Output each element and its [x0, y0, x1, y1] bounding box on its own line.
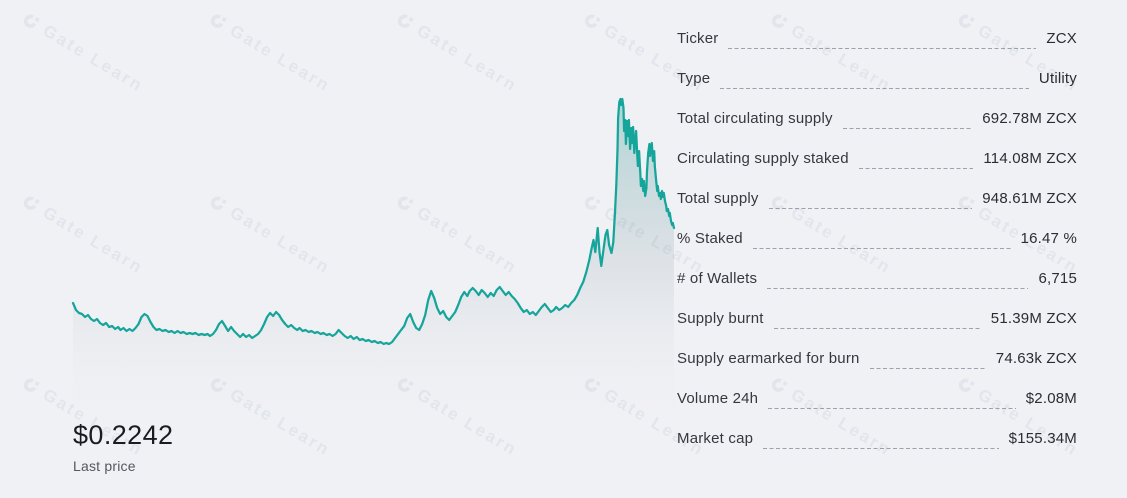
stat-label: % Staked [677, 229, 743, 247]
stat-label: Type [677, 69, 711, 87]
dotted-leader [720, 87, 1029, 89]
stat-value: 51.39M ZCX [990, 309, 1077, 327]
last-price-label: Last price [73, 458, 136, 474]
dotted-leader [773, 327, 981, 329]
stat-value: 74.63k ZCX [995, 349, 1077, 367]
stat-label: Supply earmarked for burn [677, 349, 860, 367]
stat-label: Total circulating supply [677, 109, 833, 127]
dotted-leader [858, 167, 974, 169]
dotted-leader [767, 287, 1029, 289]
price-area-fill [73, 99, 674, 432]
stat-value: 6,715 [1038, 269, 1077, 287]
stat-label: Volume 24h [677, 389, 759, 407]
stat-value: 16.47 % [1020, 229, 1077, 247]
stat-value: 948.61M ZCX [982, 189, 1077, 207]
stat-value: ZCX [1046, 29, 1077, 47]
stat-label: Ticker [677, 29, 719, 47]
stat-value: 114.08M ZCX [983, 149, 1077, 167]
stat-row-total-circulating-supply: Total circulating supply 692.78M ZCX [677, 98, 1077, 138]
stat-value: $155.34M [1008, 429, 1077, 447]
stat-row-wallets: # of Wallets 6,715 [677, 258, 1077, 298]
stat-row-type: Type Utility [677, 58, 1077, 98]
dotted-leader [763, 447, 999, 449]
stats-list: Ticker ZCX Type Utility Total circulatin… [677, 18, 1077, 458]
last-price-value: $0.2242 [73, 420, 174, 450]
stat-label: Circulating supply staked [677, 149, 849, 167]
stat-value: 692.78M ZCX [982, 109, 1077, 127]
stat-value: $2.08M [1025, 389, 1077, 407]
dotted-leader [728, 47, 1037, 49]
stat-label: Total supply [677, 189, 759, 207]
stat-row-percent-staked: % Staked 16.47 % [677, 218, 1077, 258]
stat-row-total-supply: Total supply 948.61M ZCX [677, 178, 1077, 218]
stat-row-market-cap: Market cap $155.34M [677, 418, 1077, 458]
dotted-leader [869, 367, 986, 369]
last-price-block: $0.2242 Last price [73, 420, 173, 474]
dotted-leader [768, 407, 1016, 409]
stat-row-ticker: Ticker ZCX [677, 18, 1077, 58]
stat-value: Utility [1038, 69, 1077, 87]
price-line [71, 97, 676, 346]
dotted-leader [768, 207, 973, 209]
stat-label: Market cap [677, 429, 754, 447]
dotted-leader [842, 127, 973, 129]
stat-row-supply-burnt: Supply burnt 51.39M ZCX [677, 298, 1077, 338]
stat-row-supply-earmarked-for-burn: Supply earmarked for burn 74.63k ZCX [677, 338, 1077, 378]
stat-label: Supply burnt [677, 309, 764, 327]
dotted-leader [752, 247, 1011, 249]
stat-row-circulating-supply-staked: Circulating supply staked 114.08M ZCX [677, 138, 1077, 178]
stat-label: # of Wallets [677, 269, 758, 287]
stat-row-volume-24h: Volume 24h $2.08M [677, 378, 1077, 418]
